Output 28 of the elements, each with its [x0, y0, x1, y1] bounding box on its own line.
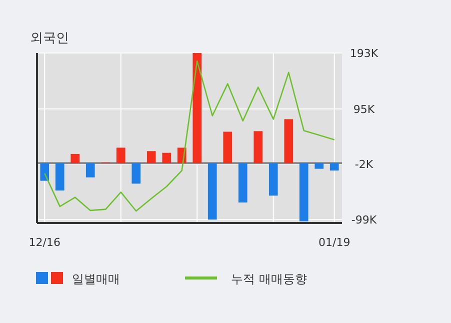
bar	[330, 163, 339, 171]
x-tick-label: 12/16	[28, 236, 60, 249]
bar	[162, 152, 172, 164]
chart-title: 외국인	[30, 31, 69, 46]
bar	[70, 154, 80, 164]
bar	[192, 53, 202, 164]
bar	[86, 163, 95, 178]
y-tick-label: -99K	[351, 214, 378, 227]
legend-label: 일별매매	[72, 272, 120, 286]
line-series	[44, 60, 336, 212]
y-tick-label: -2K	[354, 158, 374, 172]
bar	[223, 132, 232, 164]
bar	[208, 163, 217, 220]
bar	[116, 148, 126, 164]
x-tick-label: 01/19	[318, 236, 350, 249]
legend-label: 누적 매매동향	[231, 272, 307, 286]
bar	[40, 163, 50, 181]
y-tick-label: 193K	[350, 47, 379, 60]
y-tick-label: 95K	[353, 102, 376, 116]
bar	[284, 119, 294, 164]
bar	[238, 163, 248, 202]
bar	[132, 163, 141, 184]
bar	[146, 151, 156, 164]
bar	[299, 163, 308, 222]
bar	[314, 163, 324, 169]
bar	[254, 131, 263, 164]
bar	[55, 163, 64, 190]
bar	[268, 163, 278, 196]
